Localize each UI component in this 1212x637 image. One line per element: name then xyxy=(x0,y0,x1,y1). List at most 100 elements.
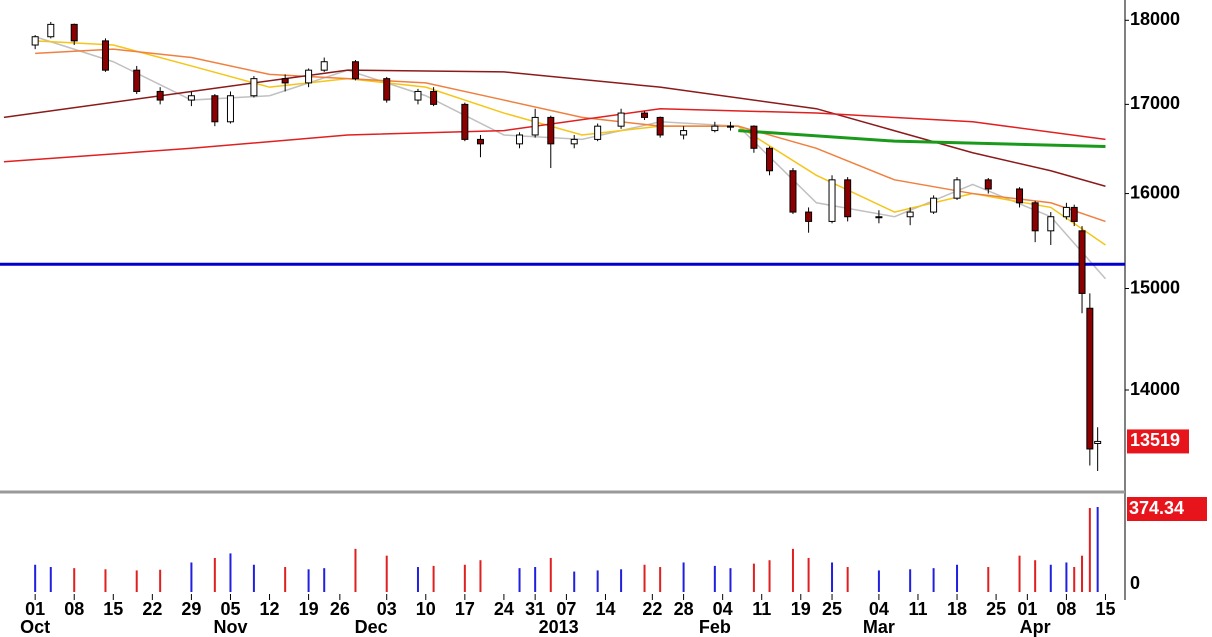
x-tick-label: 01 xyxy=(1017,599,1037,619)
candle-body xyxy=(461,103,469,140)
x-tick-label: 04 xyxy=(869,599,889,619)
x-tick-label: 04 xyxy=(713,599,733,619)
x-tick-label: 26 xyxy=(330,599,350,619)
y-tick-label: 17000 xyxy=(1130,93,1180,113)
candle-body xyxy=(844,179,852,218)
candle-body xyxy=(281,78,289,84)
candle-body xyxy=(320,61,328,71)
candle-body xyxy=(31,36,39,46)
volume-bar xyxy=(807,557,810,592)
volume-bar xyxy=(323,568,326,592)
x-tick-label: 05 xyxy=(220,599,240,619)
volume-bar xyxy=(682,562,685,592)
volume-bar xyxy=(432,565,435,592)
volume-bar xyxy=(791,548,794,592)
candle-body xyxy=(547,116,555,145)
volume-bar xyxy=(620,569,623,592)
ma-line xyxy=(738,129,1106,149)
candle-body xyxy=(1070,206,1078,222)
candle-body xyxy=(1094,440,1102,445)
x-tick-label: 15 xyxy=(1095,599,1115,619)
candle-body xyxy=(250,78,258,97)
x-tick-label: 03 xyxy=(377,599,397,619)
candle-body xyxy=(750,125,758,149)
volume-bar xyxy=(284,567,287,592)
volume-bar xyxy=(534,567,537,592)
volume-max-box xyxy=(1127,497,1207,521)
y-tick-label: 16000 xyxy=(1130,182,1180,202)
x-group-label: Dec xyxy=(355,617,388,637)
candle-body xyxy=(726,125,734,128)
volume-bar xyxy=(416,567,419,592)
x-tick-label: 29 xyxy=(181,599,201,619)
candle-body xyxy=(101,40,109,71)
candle-body xyxy=(1031,202,1039,232)
volume-bar xyxy=(190,562,193,592)
ma-line xyxy=(3,107,1106,163)
volume-bar xyxy=(1065,562,1068,592)
x-group-label: Mar xyxy=(863,617,895,637)
volume-bar xyxy=(354,548,357,592)
candle-body xyxy=(805,211,813,222)
candle-body xyxy=(680,130,688,136)
x-tick-label: 08 xyxy=(64,599,84,619)
x-tick-label: 01 xyxy=(25,599,45,619)
x-tick-label: 22 xyxy=(642,599,662,619)
volume-tick-label: 0 xyxy=(1130,573,1140,593)
candle-body xyxy=(828,179,836,222)
ma-line xyxy=(35,48,1106,223)
volume-bar xyxy=(831,562,834,592)
candle-body xyxy=(930,197,938,213)
candle-body xyxy=(641,112,649,118)
volume-bar xyxy=(213,557,216,592)
volume-bar xyxy=(909,569,912,592)
volume-bar xyxy=(846,567,849,592)
candle-body xyxy=(430,90,438,105)
x-tick-label: 18 xyxy=(947,599,967,619)
volume-bar xyxy=(1049,564,1052,592)
volume-bar xyxy=(1096,507,1099,592)
x-tick-label: 19 xyxy=(791,599,811,619)
ma-line xyxy=(34,36,1107,280)
volume-bar xyxy=(49,567,52,592)
x-tick-label: 07 xyxy=(556,599,576,619)
x-group-label: Apr xyxy=(1020,617,1051,637)
y-tick-label: 15000 xyxy=(1130,277,1180,297)
volume-bar xyxy=(252,564,255,592)
volume-bar xyxy=(1081,555,1084,592)
candle-body xyxy=(656,116,664,136)
candle-body xyxy=(226,95,234,123)
volume-bar xyxy=(752,563,755,592)
volume-bar xyxy=(659,567,662,592)
candle-body xyxy=(70,23,78,42)
volume-bar xyxy=(159,569,162,592)
last-price-label: 13519 xyxy=(1130,430,1180,450)
volume-bar xyxy=(518,568,521,592)
x-tick-label: 31 xyxy=(525,599,545,619)
volume-bar xyxy=(463,564,466,592)
x-tick-label: 28 xyxy=(674,599,694,619)
volume-bar xyxy=(34,564,37,592)
volume-bar xyxy=(135,570,138,592)
candle-body xyxy=(133,69,141,92)
volume-bar xyxy=(229,553,232,592)
candle-body xyxy=(211,95,219,123)
y-tick-label: 18000 xyxy=(1130,9,1180,29)
candle-body xyxy=(953,179,961,199)
volume-bar xyxy=(104,569,107,592)
candle-body xyxy=(711,125,719,132)
candle-body xyxy=(1062,206,1070,218)
x-group-label: Feb xyxy=(699,617,731,637)
x-group-label: Oct xyxy=(20,617,50,637)
candle-body xyxy=(156,90,164,101)
candle-body xyxy=(984,179,992,190)
candle-body xyxy=(1086,307,1094,450)
candle-body xyxy=(305,69,313,84)
candle-body xyxy=(1047,216,1055,232)
candle-body xyxy=(570,138,578,145)
y-tick-label: 14000 xyxy=(1130,379,1180,399)
candle-body xyxy=(187,95,195,101)
candle-body xyxy=(516,134,524,145)
volume-bar xyxy=(1088,507,1091,592)
